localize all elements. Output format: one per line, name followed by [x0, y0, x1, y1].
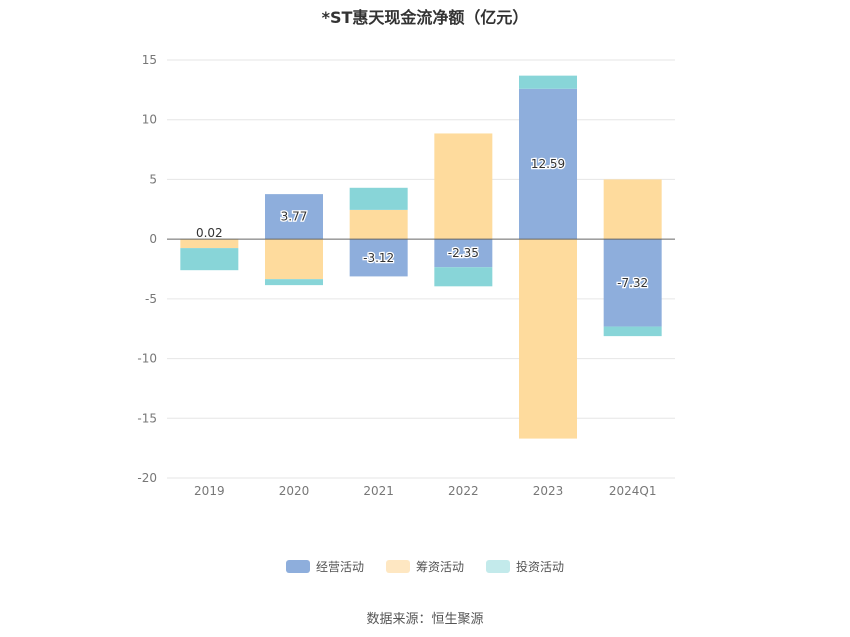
legend: 经营活动 筹资活动 投资活动 — [0, 558, 850, 575]
y-tick-label: 15 — [142, 53, 157, 67]
bar-investing-2[interactable] — [349, 187, 408, 210]
y-tick-label: -20 — [137, 471, 157, 485]
x-tick-label: 2019 — [194, 484, 225, 498]
bar-investing-5[interactable] — [603, 326, 662, 337]
legend-swatch-investing — [486, 560, 510, 573]
legend-swatch-operating — [285, 560, 310, 573]
bar-financing-2[interactable] — [349, 209, 408, 240]
legend-item-investing[interactable]: 投资活动 — [486, 558, 564, 575]
x-tick-label: 2021 — [363, 484, 394, 498]
data-label-operating: 0.02 — [196, 226, 223, 240]
bar-investing-4[interactable] — [519, 75, 577, 89]
bar-financing-4[interactable] — [519, 239, 577, 439]
y-tick-label: 5 — [149, 172, 157, 186]
bar-investing-3[interactable] — [434, 267, 493, 287]
legend-label-operating: 经营活动 — [315, 560, 364, 574]
data-label-operating: -3.12 — [363, 251, 394, 265]
grid-layer — [167, 59, 675, 479]
legend-item-operating[interactable]: 经营活动 — [285, 558, 364, 575]
axis-layer: 15 10 5 0 -5 -10 -15 -20 2019 2020 2021 2022 2023 202… — [137, 53, 675, 498]
bar-operating-2[interactable] — [349, 239, 408, 277]
bar-investing-0[interactable] — [180, 248, 239, 271]
y-tick-label: -15 — [137, 411, 157, 425]
y-tick-label: -5 — [145, 292, 157, 306]
legend-label-financing: 筹资活动 — [415, 560, 464, 574]
legend-label-investing: 投资活动 — [516, 560, 565, 574]
chart-title: *ST惠天现金流净额（亿元） — [321, 8, 529, 27]
y-tick-label: 10 — [142, 113, 157, 127]
x-tick-label: 2022 — [448, 484, 479, 498]
data-label-operating: 3.77 — [281, 210, 308, 224]
bar-operating-1[interactable] — [265, 194, 323, 240]
x-tick-label: 2024Q1 — [609, 484, 657, 498]
bar-layer — [180, 75, 662, 439]
bar-financing-1[interactable] — [265, 239, 323, 280]
bar-financing-3[interactable] — [434, 133, 493, 240]
data-label-operating: 12.59 — [531, 157, 565, 171]
data-label-operating: -2.35 — [448, 246, 479, 260]
legend-item-financing[interactable]: 筹资活动 — [385, 558, 464, 575]
y-tick-label: 0 — [149, 232, 157, 246]
bar-operating-4[interactable] — [519, 88, 577, 240]
bar-financing-5[interactable] — [603, 179, 662, 240]
bar-investing-1[interactable] — [265, 279, 323, 286]
bar-operating-5[interactable] — [603, 239, 662, 327]
data-source: 数据来源：恒生聚源 — [366, 612, 484, 627]
legend-swatch-financing — [385, 560, 410, 573]
bar-operating-3[interactable] — [434, 239, 493, 268]
y-tick-label: -10 — [137, 352, 157, 366]
bar-financing-0[interactable] — [180, 239, 239, 249]
x-tick-label: 2020 — [279, 484, 310, 498]
label-layer: 0.02 3.77 -3.12 -2.35 12.59 -7.32 — [195, 156, 650, 291]
x-tick-label: 2023 — [533, 484, 564, 498]
data-label-operating: -7.32 — [617, 276, 648, 290]
